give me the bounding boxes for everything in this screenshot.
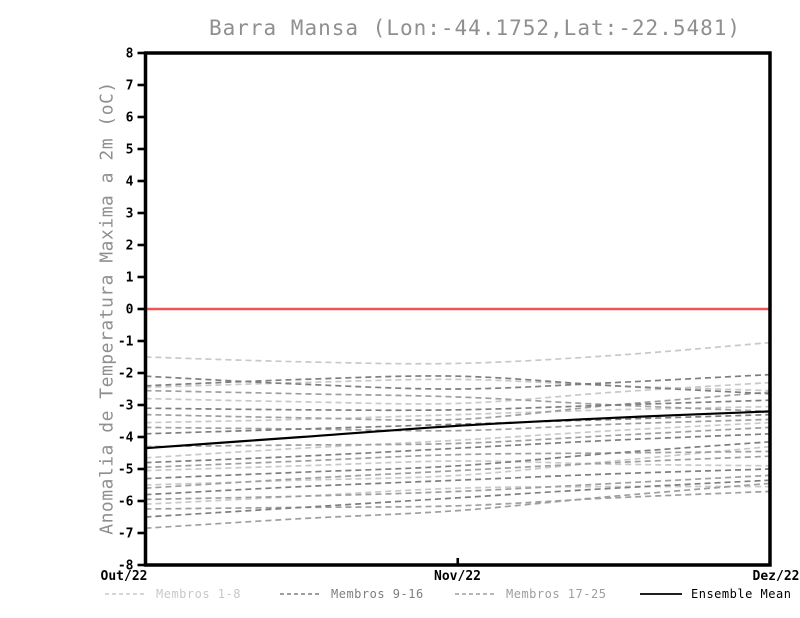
legend-dashed-line-sample (455, 593, 497, 595)
ensemble-member-line (145, 399, 771, 412)
ensemble-member-line (145, 468, 771, 496)
x-axis-tick-label: Dez/22 (753, 569, 800, 584)
y-axis-tick-label: -5 (118, 463, 134, 478)
ensemble-member-line (145, 413, 771, 435)
legend-label: Ensemble Mean (691, 587, 792, 601)
y-axis-tick-label: 8 (126, 47, 134, 62)
ensemble-member-line (145, 389, 771, 413)
ensemble-member-line (145, 375, 771, 395)
y-axis-tick-label: -6 (118, 495, 134, 510)
ensemble-member-line (145, 460, 771, 472)
ensemble-member-line (145, 421, 771, 459)
y-axis-tick-label: 2 (126, 239, 134, 254)
y-axis-tick-label: -3 (118, 399, 134, 414)
legend-solid-line-sample (640, 593, 682, 595)
x-axis-tick-label: Out/22 (101, 569, 148, 584)
ensemble-member-line (145, 391, 771, 421)
y-axis-tick-label: 7 (126, 79, 134, 94)
legend-dashed-line-sample (105, 593, 147, 595)
legend-item-membros-9-16: Membros 9-16 (280, 585, 424, 603)
y-axis-tick-label: -2 (118, 367, 134, 382)
legend-label: Membros 17-25 (506, 587, 607, 601)
x-axis-tick-label: Nov/22 (434, 569, 481, 584)
y-axis-tick-label: 4 (126, 175, 134, 190)
legend-dashed-line-sample (280, 593, 322, 595)
ensemble-member-line (145, 455, 771, 490)
ensemble-member-line (145, 485, 771, 506)
legend-label: Membros 9-16 (331, 587, 424, 601)
y-axis-tick-label: -8 (118, 559, 134, 574)
ensemble-member-line (145, 378, 771, 392)
y-axis-tick-label: 6 (126, 111, 134, 126)
ensemble-mean-line (145, 410, 771, 450)
legend-label: Membros 1-8 (156, 587, 241, 601)
ensemble-member-line (145, 418, 771, 432)
y-axis-tick-label: 0 (126, 303, 134, 318)
y-axis-tick-label: -7 (118, 527, 134, 542)
legend-item-membros-1-8: Membros 1-8 (105, 585, 241, 603)
ensemble-member-line (145, 482, 771, 530)
ensemble-member-line (145, 440, 771, 480)
ensemble-member-line (145, 474, 771, 501)
ensemble-member-line (145, 405, 771, 424)
legend-item-ensemble-mean: Ensemble Mean (640, 585, 791, 603)
y-axis-tick-label: 5 (126, 143, 134, 158)
legend-item-membros-17-25: Membros 17-25 (455, 585, 606, 603)
ensemble-member-line (145, 341, 771, 365)
ensemble-member-line (145, 479, 771, 518)
y-axis-tick-label: -1 (118, 335, 134, 350)
ensemble-member-line (145, 426, 771, 448)
chart-legend: Membros 1-8 Membros 9-16 Membros 17-25 Ense… (0, 585, 800, 605)
chart-title: Barra Mansa (Lon:-44.1752,Lat:-22.5481) (208, 16, 742, 40)
ensemble-member-line (145, 432, 771, 464)
y-axis-tick-label: 3 (126, 207, 134, 222)
y-axis-tick-label: 1 (126, 271, 134, 286)
ensemble-member-line (145, 450, 771, 469)
y-axis-tick-label: -4 (118, 431, 134, 446)
ensemble-member-line (145, 490, 771, 510)
